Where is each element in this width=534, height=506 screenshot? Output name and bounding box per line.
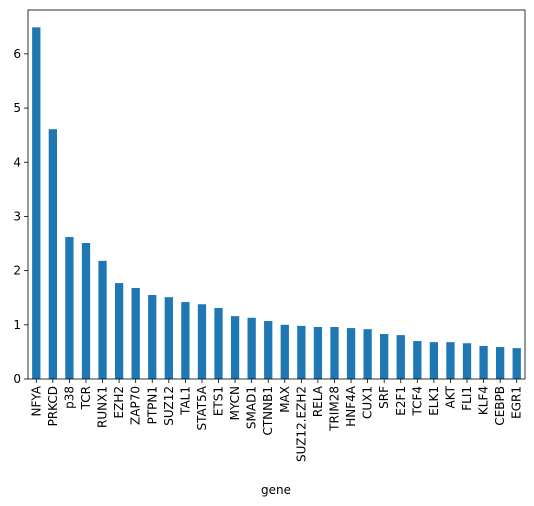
bar [346, 328, 356, 379]
bar [197, 304, 207, 379]
bar [496, 347, 505, 379]
bar [214, 308, 223, 379]
bar [446, 342, 455, 379]
x-tick-label: TCF4 [410, 386, 424, 417]
bar [479, 345, 488, 379]
bar [148, 295, 157, 379]
y-tick-label: 3 [13, 209, 21, 223]
bar [98, 260, 107, 379]
x-tick-label: RELA [311, 385, 325, 417]
bar [413, 341, 422, 379]
bar [512, 348, 521, 379]
plot-frame [27, 9, 526, 380]
bar [81, 242, 91, 379]
bar [131, 287, 140, 379]
x-tick-label: NFYA [29, 385, 43, 416]
x-tick-label: ZAP70 [129, 386, 143, 425]
bar [396, 335, 405, 379]
x-tick-label: CEBPB [493, 386, 507, 426]
x-axis-label: gene [261, 483, 291, 497]
x-tick-label: STAT5A [195, 385, 209, 430]
y-tick-label: 4 [13, 155, 21, 169]
x-tick-label: EZH2 [112, 386, 126, 418]
x-tick-label: TAL1 [178, 386, 192, 416]
x-tick-label: AKT [443, 385, 457, 408]
bar [363, 329, 372, 379]
bar [230, 316, 240, 379]
x-tick-label: CTNNB1 [261, 386, 275, 436]
y-tick-label: 5 [13, 101, 21, 115]
bar [330, 326, 339, 379]
x-tick-label: E2F1 [394, 386, 408, 416]
bar [247, 317, 256, 379]
x-tick-label: SUZ12.EZH2 [294, 386, 308, 462]
x-tick-label: SMAD1 [245, 386, 259, 429]
x-tick-label: EGR1 [510, 386, 524, 419]
x-tick-label: TRIM28 [327, 386, 341, 432]
x-tick-label: HNF4A [344, 385, 358, 427]
x-tick-label: p38 [62, 386, 76, 409]
y-tick-label: 0 [13, 372, 21, 386]
bar [181, 302, 190, 379]
x-tick-label: SRF [377, 386, 391, 409]
x-tick-label: TCR [79, 386, 93, 410]
x-tick-label: MYCN [228, 386, 242, 420]
bar [313, 326, 323, 379]
bar [280, 324, 289, 379]
bar [429, 342, 439, 379]
x-tick-label: SUZ12 [162, 386, 176, 426]
bar [164, 297, 173, 379]
x-tick-label: KLF4 [477, 386, 491, 415]
x-tick-label: ELK1 [427, 386, 441, 416]
x-tick-label: CUX1 [361, 386, 375, 419]
x-tick-label: PTPN1 [145, 386, 159, 424]
x-tick-label: MAX [278, 386, 292, 413]
bar [264, 321, 273, 379]
bar [48, 129, 57, 379]
bar [65, 237, 74, 379]
y-tick-label: 6 [13, 47, 21, 61]
y-tick-label: 1 [13, 318, 21, 332]
x-tick-label: PRKCD [46, 386, 60, 426]
bar [297, 325, 306, 379]
y-tick-label: 2 [13, 264, 21, 278]
bar [32, 27, 41, 380]
bar [380, 334, 389, 379]
x-tick-label: ETS1 [212, 386, 226, 416]
bar [114, 283, 124, 379]
bar [462, 343, 472, 379]
x-tick-label: RUNX1 [96, 386, 110, 428]
x-tick-label: FLI1 [460, 386, 474, 411]
